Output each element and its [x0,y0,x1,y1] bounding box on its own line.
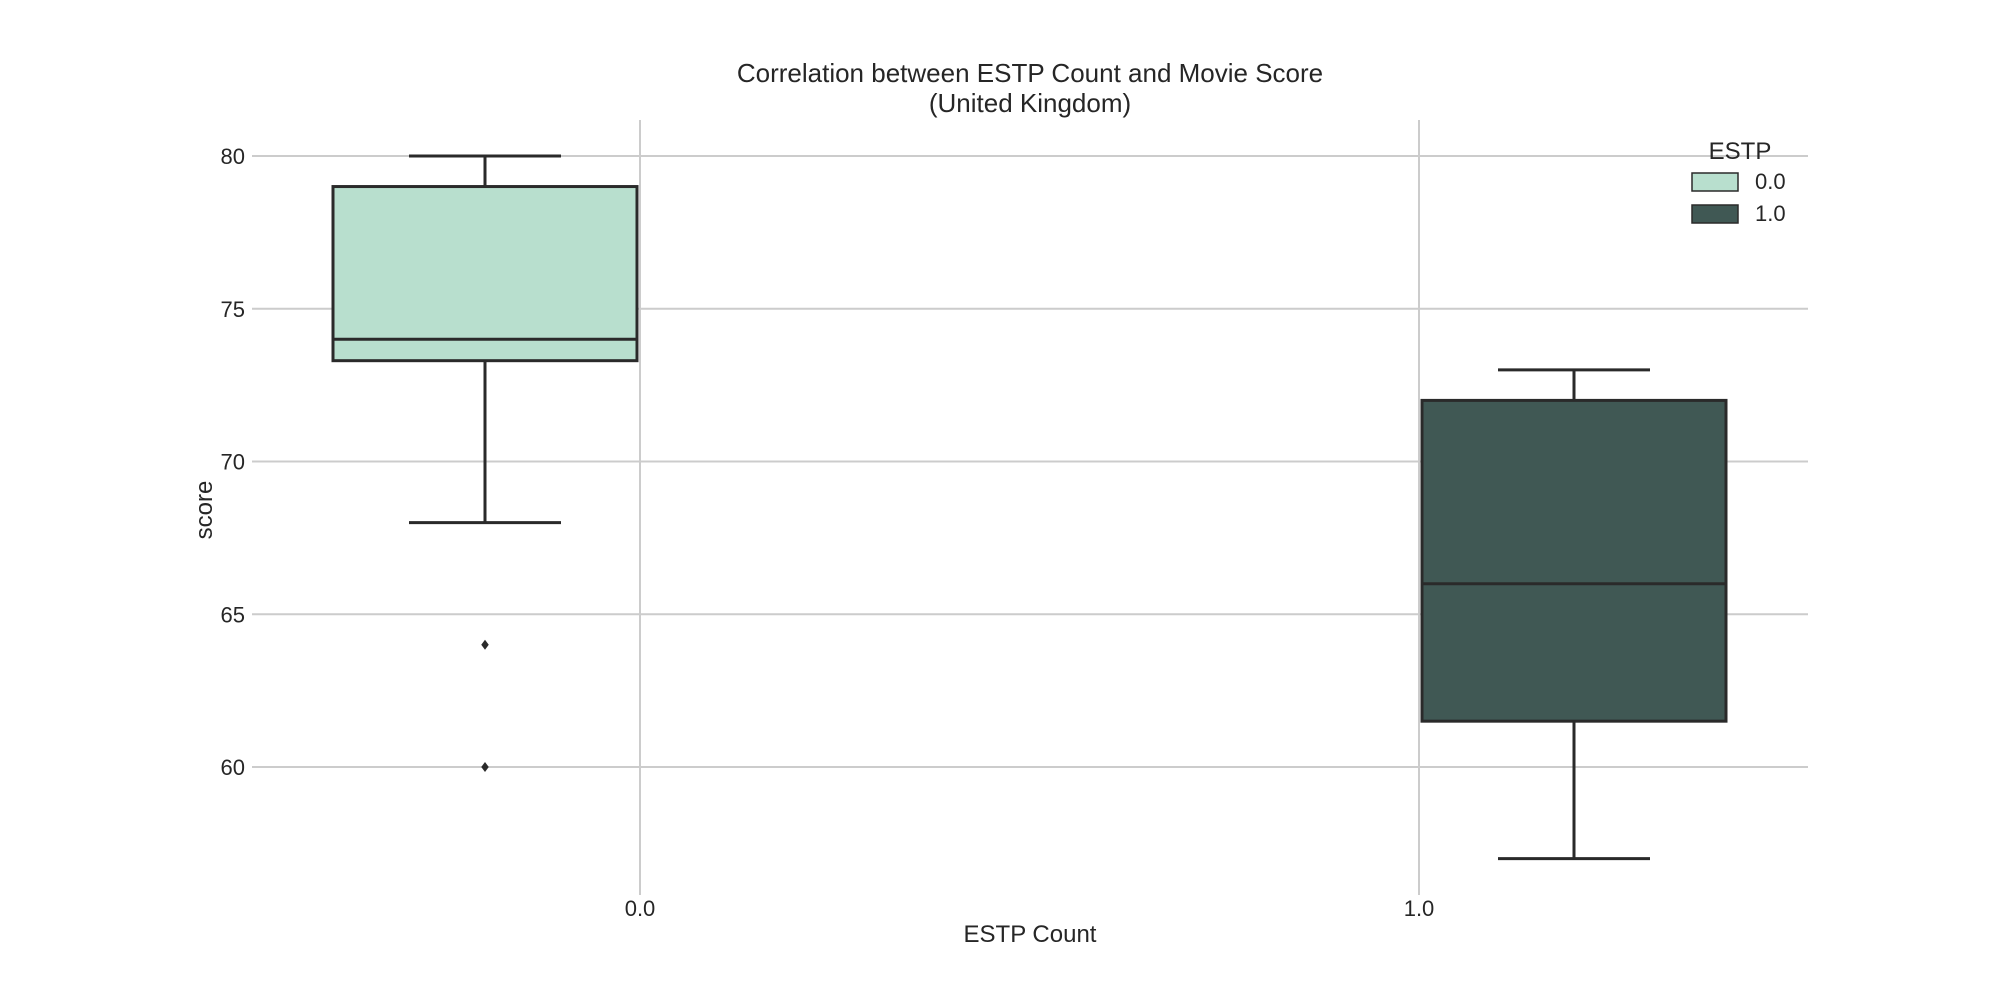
legend-title: ESTP [1709,138,1772,165]
outlier-point [481,762,489,772]
legend-label: 1.0 [1755,201,1786,226]
box-group [331,154,639,772]
y-tick-label: 65 [221,602,245,627]
iqr-box [331,185,639,363]
legend-swatch [1691,204,1739,224]
x-tick-label: 1.0 [1404,896,1435,921]
y-tick-label: 75 [221,297,245,322]
y-tick-label: 60 [221,755,245,780]
chart-title: Correlation between ESTP Count and Movie… [737,58,1323,88]
legend: ESTP 0.0 1.0 [1691,138,1786,226]
chart-subtitle: (United Kingdom) [929,88,1131,118]
box-plot-area [331,154,1728,861]
x-axis-label: ESTP Count [964,921,1097,948]
y-tick-label: 80 [221,144,245,169]
legend-label: 0.0 [1755,169,1786,194]
iqr-box [1420,398,1728,723]
y-axis-label: score [191,481,218,540]
x-tick-label: 0.0 [625,896,656,921]
box-group [1420,368,1728,861]
legend-swatch [1691,172,1739,192]
y-tick-label: 70 [221,450,245,475]
axes: Correlation between ESTP Count and Movie… [191,58,1434,948]
outlier-point [481,639,489,650]
